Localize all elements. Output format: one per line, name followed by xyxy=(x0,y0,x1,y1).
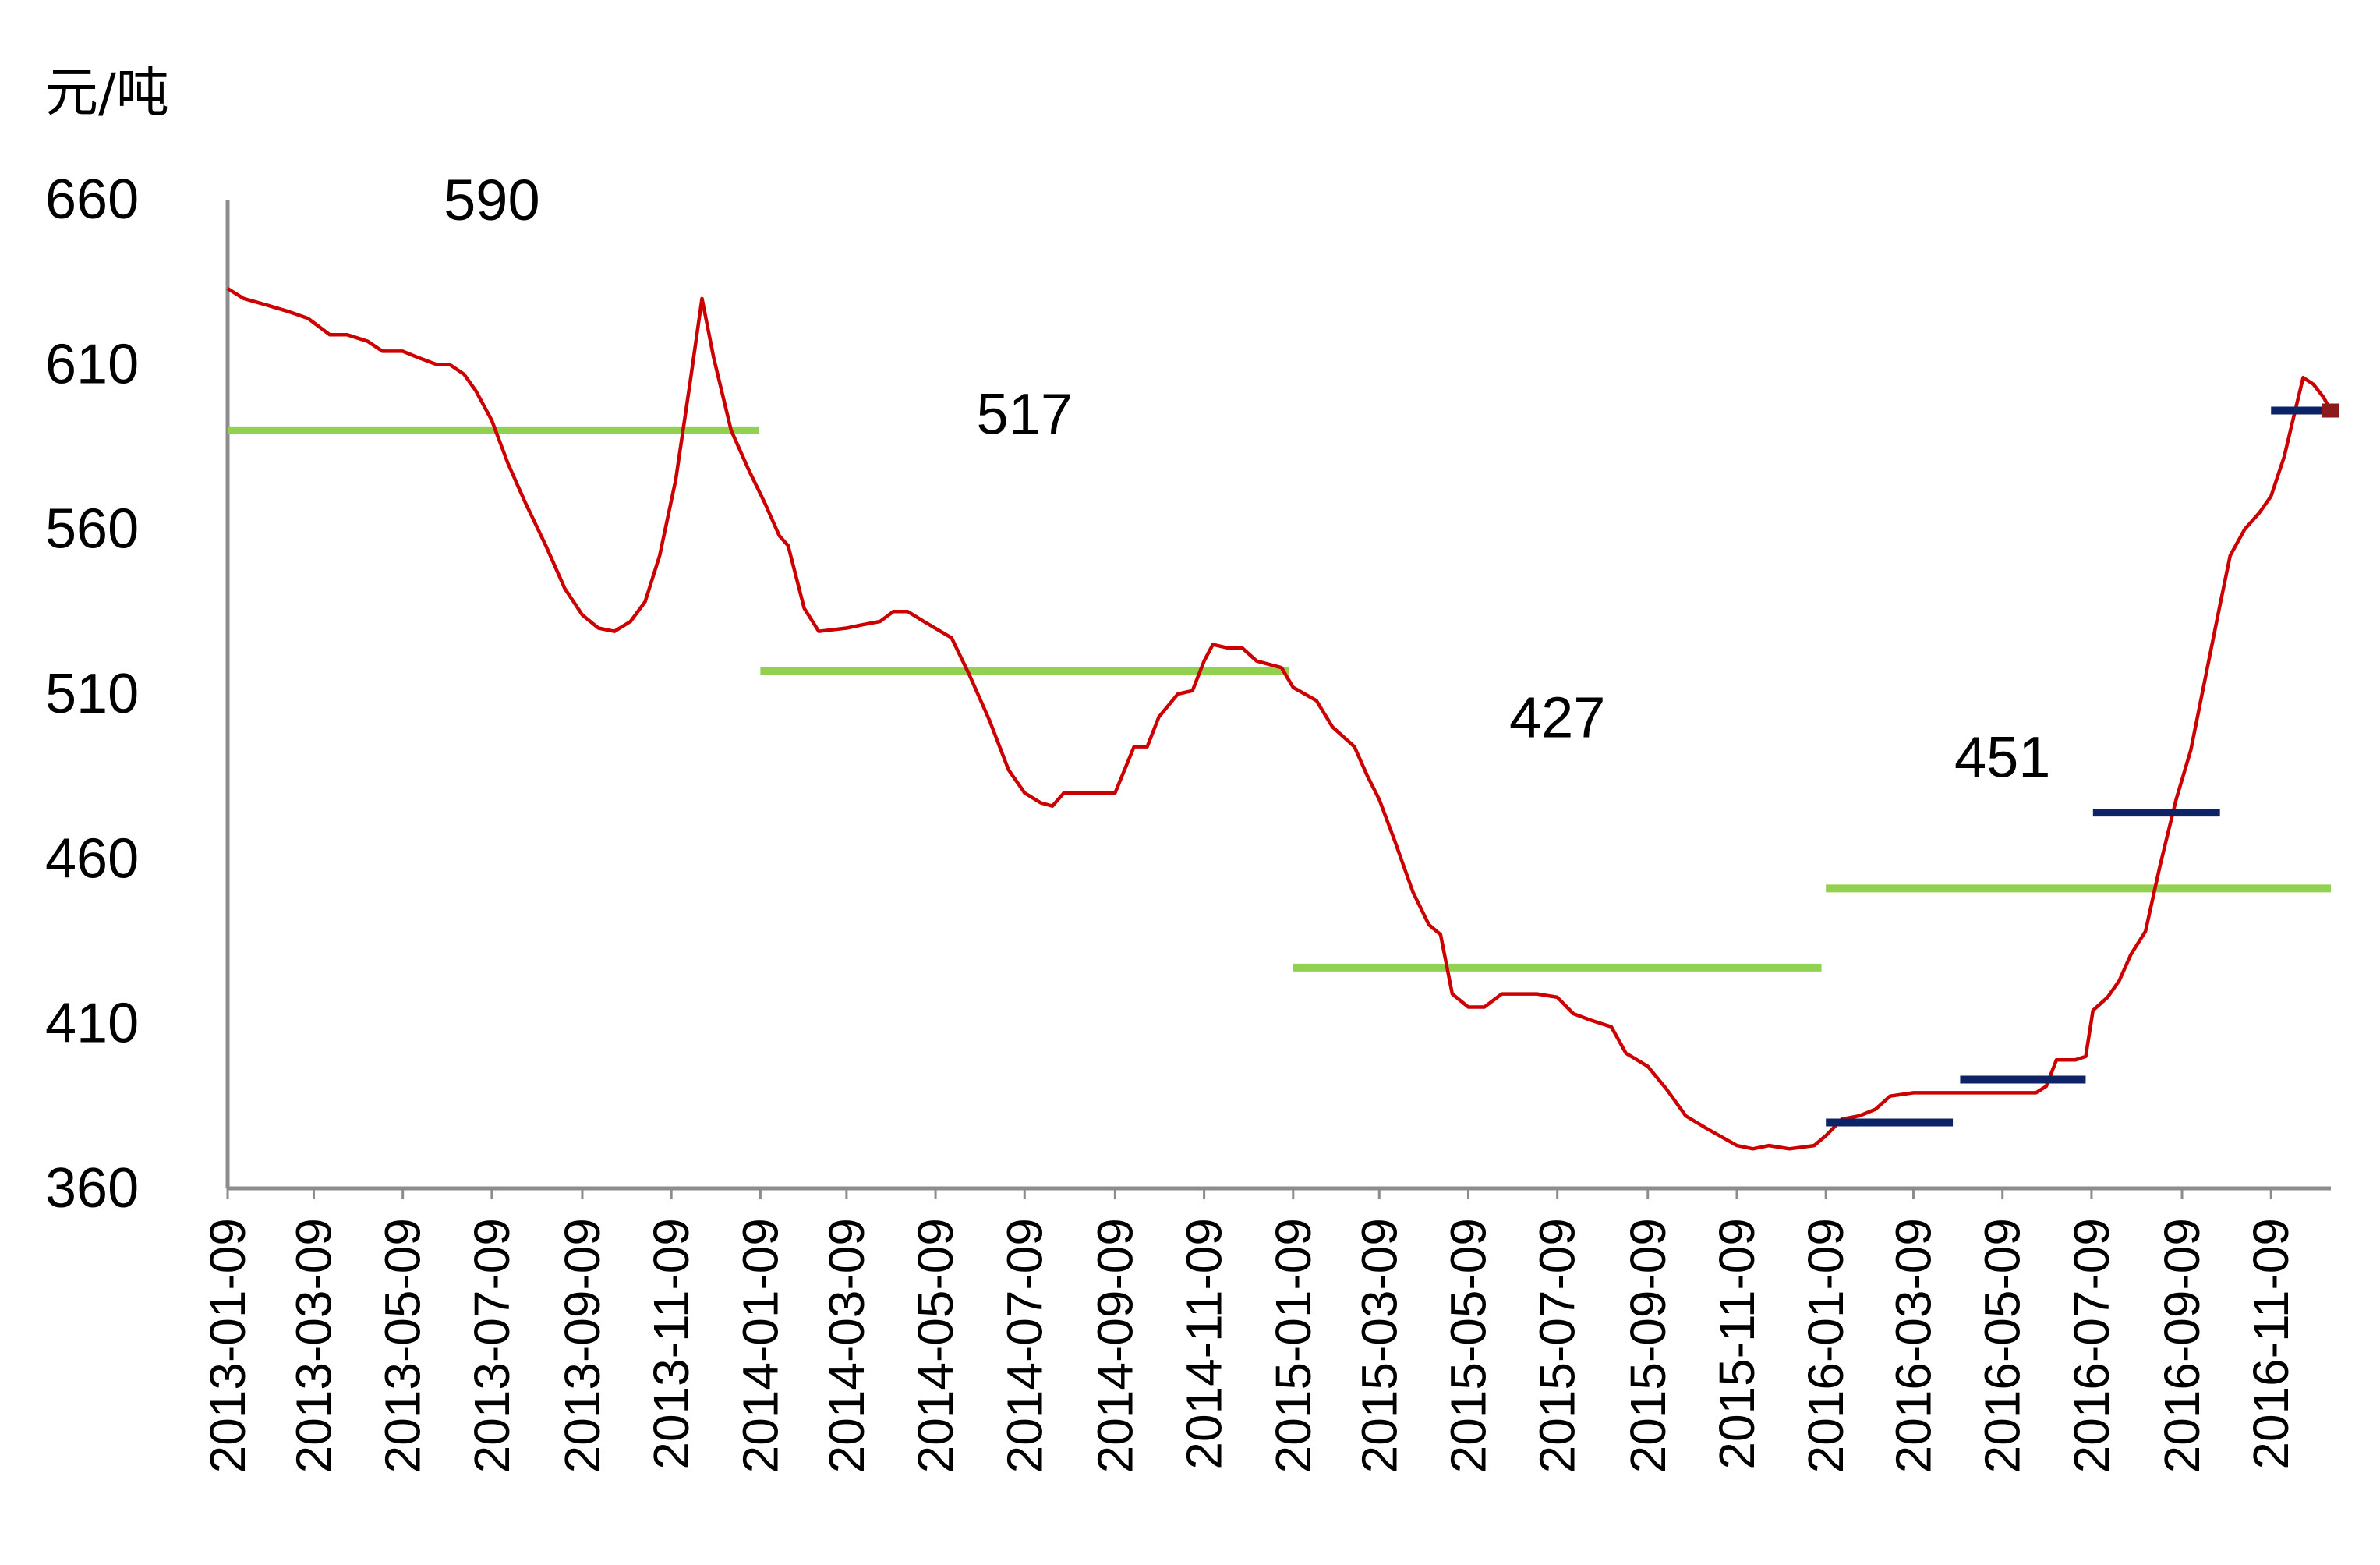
plot-area xyxy=(226,287,2339,1151)
average-value-label: 451 xyxy=(1954,724,2050,789)
x-tick-label: 2013-07-09 xyxy=(464,1218,520,1473)
x-tick-label: 2016-11-09 xyxy=(2243,1218,2299,1470)
x-tick-label: 2016-05-09 xyxy=(1975,1218,2031,1473)
y-axis: 元/吨 360 410 460 510 560 610 660 xyxy=(45,62,230,1220)
x-tick-label: 2013-01-09 xyxy=(200,1218,256,1473)
x-tick-label: 2014-01-09 xyxy=(732,1218,788,1473)
x-tick-label: 2016-09-09 xyxy=(2154,1218,2210,1473)
end-marker xyxy=(2322,403,2339,418)
x-tick-label: 2015-07-09 xyxy=(1529,1218,1586,1473)
average-value-label: 590 xyxy=(444,168,539,232)
price-line xyxy=(226,287,2332,1151)
x-tick-label: 2015-03-09 xyxy=(1351,1218,1407,1473)
x-tick-label: 2014-05-09 xyxy=(907,1218,964,1473)
y-tick-label: 660 xyxy=(45,168,139,231)
y-tick-label: 460 xyxy=(45,827,139,890)
x-tick-label: 2014-11-09 xyxy=(1176,1218,1232,1470)
x-tick-label: 2013-03-09 xyxy=(285,1218,341,1473)
y-tick-label: 510 xyxy=(45,663,139,725)
x-tick-label: 2014-07-09 xyxy=(996,1218,1052,1473)
y-tick-label: 560 xyxy=(45,498,139,561)
x-tick-label: 2016-07-09 xyxy=(2063,1218,2120,1473)
x-tick-label: 2014-09-09 xyxy=(1087,1218,1143,1473)
annotations: 590 517 427 451 xyxy=(444,168,2050,789)
average-value-label: 517 xyxy=(977,382,1073,447)
x-tick-label: 2013-05-09 xyxy=(375,1218,431,1473)
y-tick-labels: 360 410 460 510 560 610 660 xyxy=(45,168,139,1220)
x-tick-label: 2014-03-09 xyxy=(819,1218,875,1473)
y-tick-label: 610 xyxy=(45,333,139,395)
x-tick-label: 2015-05-09 xyxy=(1440,1218,1496,1473)
y-tick-label: 360 xyxy=(45,1157,139,1220)
x-tick-label: 2013-09-09 xyxy=(554,1218,610,1473)
x-axis: 2013-01-09 2013-03-09 2013-05-09 2013-07-09… xyxy=(200,1186,2331,1473)
y-tick-label: 410 xyxy=(45,993,139,1055)
x-tick-label: 2016-01-09 xyxy=(1798,1218,1854,1473)
x-tick-label: 2015-11-09 xyxy=(1709,1218,1765,1470)
x-tick-label: 2015-01-09 xyxy=(1265,1218,1321,1473)
average-value-label: 427 xyxy=(1509,685,1605,750)
x-tick-labels: 2013-01-09 2013-03-09 2013-05-09 2013-07-09… xyxy=(200,1188,2299,1473)
x-tick-label: 2015-09-09 xyxy=(1620,1218,1676,1473)
x-tick-label: 2013-11-09 xyxy=(643,1218,699,1470)
y-axis-label: 元/吨 xyxy=(45,62,169,124)
x-tick-label: 2016-03-09 xyxy=(1886,1218,1942,1473)
